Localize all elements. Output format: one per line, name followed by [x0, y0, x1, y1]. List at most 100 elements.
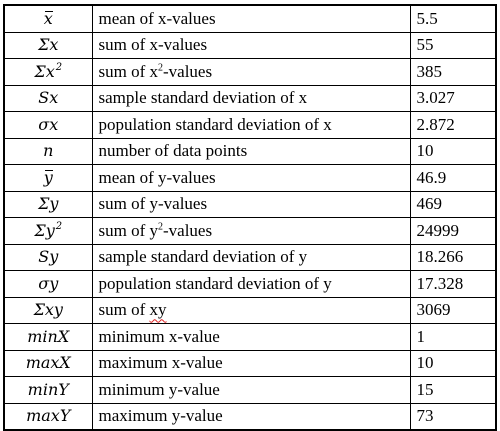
symbol-text: maxY — [26, 406, 71, 426]
description-text: sum of — [98, 300, 150, 320]
table-row: Σx sum of x-values 55 — [3, 31, 497, 59]
symbol-text: Σy — [38, 194, 59, 214]
symbol-text: Σy — [34, 220, 55, 240]
description-text: sample standard deviation of x — [98, 88, 308, 108]
description-cell: minimum x-value — [91, 323, 411, 351]
symbol-text: minY — [27, 379, 69, 399]
value-cell: 469 — [409, 190, 497, 218]
description-cell: sum of x2-values — [91, 58, 411, 86]
symbol-cell: minX — [3, 323, 93, 351]
symbol-superscript: 2 — [55, 62, 63, 74]
description-text: mean of x-values — [98, 8, 216, 28]
value-text: 5.5 — [416, 8, 438, 28]
description-superscript: 2 — [158, 221, 163, 233]
symbol-superscript: 2 — [55, 221, 63, 233]
description-cell: minimum y-value — [91, 376, 411, 404]
value-cell: 5.5 — [409, 4, 497, 33]
value-text: 73 — [416, 406, 434, 426]
description-text: maximum y-value — [98, 406, 223, 426]
value-text: 15 — [416, 379, 434, 399]
symbol-text: Σxy — [33, 300, 63, 320]
description-text-suffix: -values — [163, 61, 213, 81]
description-text: sample standard deviation of y — [98, 247, 308, 267]
table-row: Sy sample standard deviation of y 18.266 — [3, 243, 497, 271]
description-cell: sum of x-values — [91, 31, 411, 59]
symbol-text: σy — [38, 273, 59, 293]
value-cell: 15 — [409, 376, 497, 404]
symbol-text: n — [43, 141, 54, 161]
description-cell: maximum x-value — [91, 349, 411, 377]
symbol-text: Sx — [38, 88, 59, 108]
value-cell: 46.9 — [409, 164, 497, 192]
spellcheck-underlined-text: xy — [149, 300, 167, 320]
value-cell: 17.328 — [409, 270, 497, 298]
symbol-cell: x — [3, 4, 93, 33]
symbol-text: Sy — [38, 247, 59, 267]
value-text: 24999 — [416, 220, 460, 240]
description-cell: mean of x-values — [91, 4, 411, 33]
value-text: 55 — [416, 35, 434, 55]
symbol-cell: σx — [3, 111, 93, 139]
description-text: number of data points — [98, 141, 248, 161]
value-text: 469 — [416, 194, 443, 214]
description-text: maximum x-value — [98, 353, 223, 373]
statistics-table: x mean of x-values 5.5 Σx sum of x-values 55 Σ… — [3, 4, 497, 431]
value-cell: 385 — [409, 58, 497, 86]
statistics-table-body: x mean of x-values 5.5 Σx sum of x-values 55 Σ… — [3, 4, 497, 431]
table-row: Σx2 sum of x2-values 385 — [3, 58, 497, 86]
table-row: Σxy sum of xy 3069 — [3, 296, 497, 324]
value-text: 3069 — [416, 300, 451, 320]
value-text: 2.872 — [416, 114, 455, 134]
description-text-suffix: -values — [163, 220, 213, 240]
symbol-cell: maxX — [3, 349, 93, 377]
value-text: 385 — [416, 61, 443, 81]
table-row: minX minimum x-value 1 — [3, 323, 497, 351]
symbol-text: x — [43, 8, 53, 28]
value-text: 18.266 — [416, 247, 464, 267]
description-cell: sample standard deviation of x — [91, 84, 411, 112]
symbol-cell: Σy — [3, 190, 93, 218]
symbol-cell: Σx2 — [3, 58, 93, 86]
table-row: Sx sample standard deviation of x 3.027 — [3, 84, 497, 112]
symbol-cell: Σy2 — [3, 217, 93, 245]
description-cell: population standard deviation of y — [91, 270, 411, 298]
value-cell: 10 — [409, 349, 497, 377]
symbol-cell: Σx — [3, 31, 93, 59]
symbol-cell: σy — [3, 270, 93, 298]
description-cell: sum of y-values — [91, 190, 411, 218]
table-row: x mean of x-values 5.5 — [3, 4, 497, 33]
symbol-text: σx — [38, 114, 59, 134]
value-text: 17.328 — [416, 273, 464, 293]
description-superscript: 2 — [158, 62, 163, 74]
symbol-cell: Σxy — [3, 296, 93, 324]
description-cell: mean of y-values — [91, 164, 411, 192]
value-cell: 1 — [409, 323, 497, 351]
symbol-cell: minY — [3, 376, 93, 404]
value-cell: 24999 — [409, 217, 497, 245]
description-text: sum of y-values — [98, 194, 208, 214]
symbol-cell: n — [3, 137, 93, 165]
symbol-text: minX — [27, 326, 70, 346]
value-text: 1 — [416, 326, 426, 346]
value-cell: 10 — [409, 137, 497, 165]
symbol-text: maxX — [25, 353, 71, 373]
description-text: population standard deviation of x — [98, 114, 332, 134]
table-row: n number of data points 10 — [3, 137, 497, 165]
description-text: sum of y — [98, 220, 159, 240]
table-row: Σy sum of y-values 469 — [3, 190, 497, 218]
description-text: population standard deviation of y — [98, 273, 332, 293]
value-text: 3.027 — [416, 88, 455, 108]
value-text: 10 — [416, 141, 434, 161]
table-row: σx population standard deviation of x 2.87… — [3, 111, 497, 139]
table-row: Σy2 sum of y2-values 24999 — [3, 217, 497, 245]
description-text: minimum x-value — [98, 326, 220, 346]
description-cell: sum of xy — [91, 296, 411, 324]
symbol-cell: Sx — [3, 84, 93, 112]
value-cell: 2.872 — [409, 111, 497, 139]
table-row: minY minimum y-value 15 — [3, 376, 497, 404]
description-text: minimum y-value — [98, 379, 220, 399]
symbol-text: Σx — [38, 35, 59, 55]
value-cell: 3069 — [409, 296, 497, 324]
description-cell: number of data points — [91, 137, 411, 165]
symbol-cell: Sy — [3, 243, 93, 271]
